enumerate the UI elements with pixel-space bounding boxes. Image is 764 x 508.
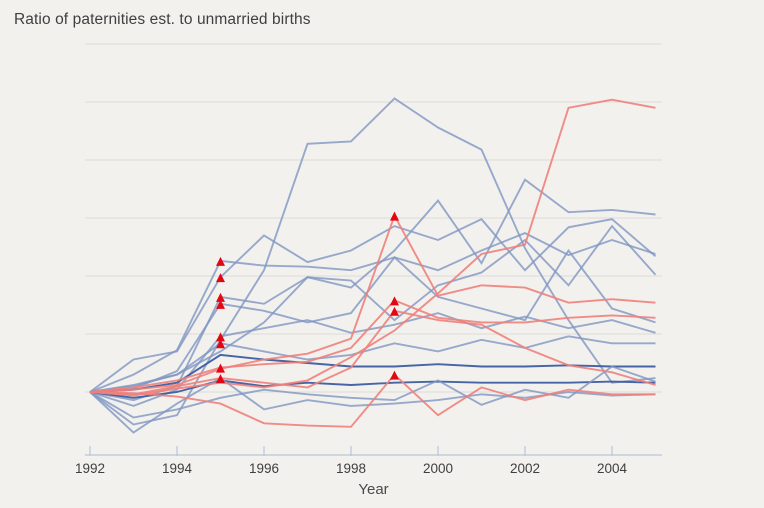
x-tick-label: 2002 (510, 461, 540, 476)
treatment-marker-triangle (216, 374, 225, 384)
line-series-blue-7 (89, 312, 656, 407)
x-tick-label: 1996 (249, 461, 279, 476)
x-axis-label: Year (358, 481, 389, 498)
line-series-red-3 (89, 299, 656, 393)
line-series-blue-8 (89, 335, 656, 393)
treatment-marker-triangle (390, 296, 399, 306)
line-series-blue-3 (89, 232, 656, 393)
chart-title: Ratio of paternities est. to unmarried b… (14, 11, 311, 28)
treatment-marker-triangle (216, 299, 225, 309)
line-series-blue-12-early-dip (89, 376, 656, 434)
line-series-blue-5 (89, 224, 657, 402)
line-series-red-1-jump-2003 (89, 98, 656, 397)
treatment-marker-triangle (390, 306, 399, 316)
line-series-blue-10-flat (89, 379, 656, 399)
line-series-blue-11 (89, 365, 656, 419)
x-tick-label: 1998 (336, 461, 366, 476)
treatment-marker-triangle (216, 339, 225, 349)
line-series-blue-6 (89, 248, 656, 393)
line-series-red-5-low-dip (89, 373, 656, 428)
x-tick-label: 1994 (162, 461, 193, 476)
x-tick-label: 2004 (597, 461, 628, 476)
treatment-marker-triangle (216, 363, 225, 373)
x-tick-label: 2000 (423, 461, 453, 476)
line-series-red-2-peak-1999 (89, 213, 656, 393)
treatment-marker-triangle (390, 370, 399, 380)
x-tick-label: 1992 (75, 461, 105, 476)
line-series-blue-1-big-peak-1999 (89, 97, 656, 426)
treatment-marker-triangle (216, 273, 225, 283)
line-series-red-4 (89, 309, 656, 396)
treatment-marker-triangle (216, 292, 225, 302)
line-series-blue-4 (89, 218, 657, 393)
treatment-marker-triangle (390, 211, 399, 221)
treatment-marker-triangle (216, 256, 225, 266)
treatment-marker-triangle (216, 332, 225, 342)
